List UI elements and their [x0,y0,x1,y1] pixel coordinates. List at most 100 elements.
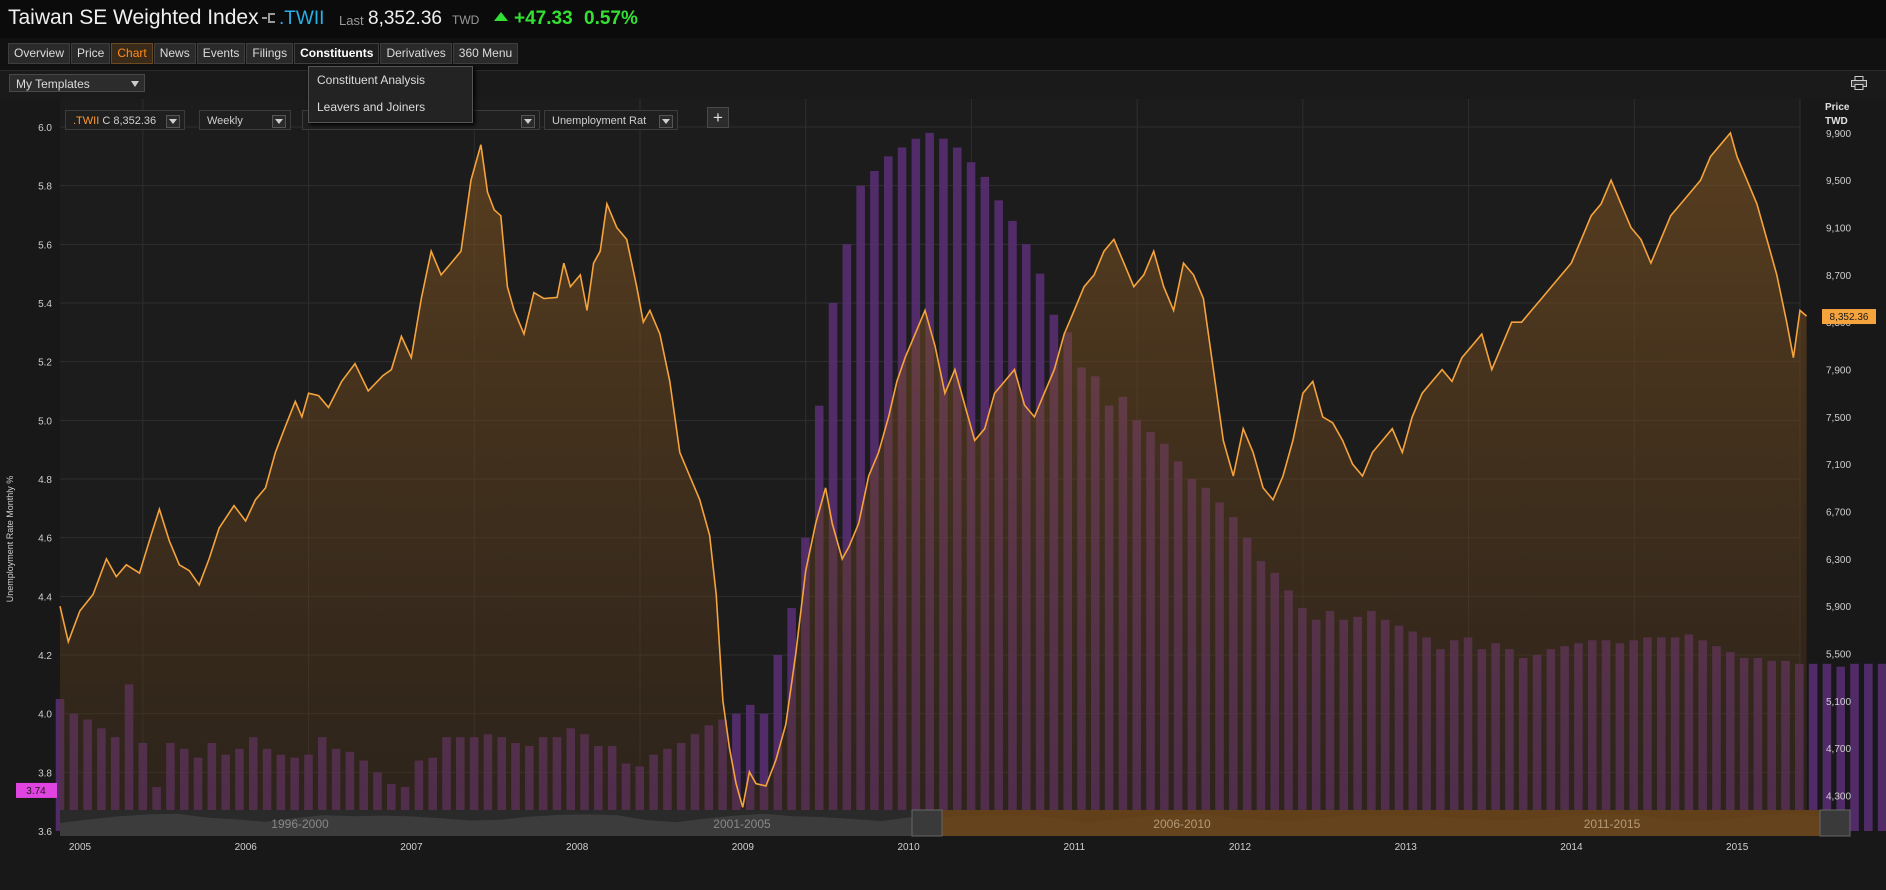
left-tick-label: 4.8 [38,475,52,486]
menu-item-leavers-and-joiners[interactable]: Leavers and Joiners [317,100,426,114]
unemployment-bar [1864,663,1873,831]
tab-overview[interactable]: Overview [8,43,71,64]
up-arrow-icon [494,12,508,21]
left-tick-label: 4.2 [38,651,52,662]
tab-filings[interactable]: Filings [246,43,294,64]
print-icon[interactable] [1851,76,1867,90]
unemployment-bar [856,185,865,832]
price-line [59,131,1808,808]
last-price-label: 8,352.36 [1830,312,1869,323]
unemployment-bar [842,244,852,832]
x-tick-label: 2007 [400,842,423,853]
unemployment-bar [773,655,783,831]
right-tick-label: 7,500 [1826,413,1851,424]
left-tick-label: 4.0 [38,710,52,721]
last-price: 8,352.36 [368,8,442,29]
ric-link[interactable]: .TWII [279,8,325,29]
x-tick-label: 2011 [1064,842,1086,853]
indicator-selector[interactable]: Unemployment Rat [544,110,678,130]
unemployment-bar [745,704,755,831]
right-tick-label: 9,500 [1826,176,1851,187]
last-rate-label: 3.74 [26,786,46,797]
x-tick-label: 2005 [69,842,92,853]
templates-label: My Templates [16,77,90,91]
right-tick-label: 5,900 [1826,602,1851,613]
unemployment-bar [1808,663,1818,831]
tab-events[interactable]: Events [196,43,246,64]
ric-tree-icon[interactable] [262,12,276,24]
x-axis-ticks: 2005 2006 2007 2008 2009 2010 2011 2012 2013 2014… [69,842,1749,853]
x-tick-label: 2012 [1229,842,1252,853]
right-tick-label: 6,300 [1826,555,1851,566]
navigator-range-4: 2011-2015 [1584,817,1641,831]
x-tick-label: 2013 [1395,842,1418,853]
left-axis-title: Unemployment Rate Monthly % [5,476,15,603]
net-change: +47.33 [514,8,573,29]
chart-toolbar [0,70,1886,100]
right-tick-label: 8,700 [1826,271,1851,282]
time-navigator[interactable]: 1996-2000 2001-2005 2006-2010 2011-2015 [60,809,1851,837]
app-tabs: Overview Price Chart News Events Filings… [8,43,519,64]
right-tick-label: 9,100 [1826,224,1851,235]
interval-selector[interactable]: Weekly [199,110,291,130]
last-rate-marker: 3.74 [16,782,57,798]
price-area [60,132,1807,831]
x-tick-label: 2009 [732,842,755,853]
unemployment-bar [759,713,769,831]
left-tick-label: 4.4 [38,592,52,603]
x-tick-label: 2010 [897,842,920,853]
chevron-down-icon [659,115,673,128]
tab-360-menu[interactable]: 360 Menu [452,43,519,64]
left-tick-label: 5.2 [38,358,52,369]
instrument-value: C 8,352.36 [102,115,157,127]
unemployment-bar [1822,663,1832,831]
navigator-right-handle[interactable] [1819,809,1851,837]
templates-dropdown[interactable]: My Templates [9,74,145,92]
last-label: Last [339,13,364,28]
chevron-down-icon [521,115,535,128]
tab-derivatives[interactable]: Derivatives [380,43,452,64]
navigator-selection[interactable] [942,810,1820,836]
left-tick-label: 5.8 [38,182,52,193]
x-tick-label: 2014 [1560,842,1583,853]
constituents-menu: Constituent Analysis Leavers and Joiners [308,66,473,123]
right-axis-ticks: 9,9009,5009,1008,7008,3007,9007,5007,100… [1826,129,1851,803]
left-tick-label: 6.0 [38,123,52,134]
add-indicator-button[interactable]: + [707,107,729,128]
price-unemployment-chart[interactable]: 6.05.85.65.45.25.04.84.64.44.24.03.83.6 … [0,99,1886,890]
tab-news[interactable]: News [153,43,196,64]
left-axis-ticks: 6.0 5.8 5.6 5.4 5.2 5.0 4.8 4.6 4.4 4.2 4.0 3.8 3.6 [38,123,52,838]
right-tick-label: 9,900 [1826,129,1851,140]
unemployment-bar [1836,666,1845,831]
right-tick-label: 7,100 [1826,460,1851,471]
instrument-ric: .TWII [73,115,100,127]
chevron-down-icon [166,115,180,128]
instrument-title: Taiwan SE Weighted Index [8,6,259,29]
unemployment-bar [732,713,741,831]
menu-item-constituent-analysis[interactable]: Constituent Analysis [317,73,426,87]
right-tick-label: 5,500 [1826,650,1851,661]
left-tick-label: 4.6 [38,534,52,545]
left-tick-label: 5.0 [38,416,52,427]
percent-change: 0.57% [584,8,638,29]
navigator-range-2: 2001-2005 [713,817,771,831]
right-tick-label: 7,900 [1826,366,1851,377]
navigator-left-handle[interactable] [911,809,943,837]
tab-constituents[interactable]: Constituents [294,43,380,64]
tab-price[interactable]: Price [71,43,111,64]
right-axis-unit: TWD [1825,116,1848,127]
quote-header: Taiwan SE Weighted Index .TWII Last 8,35… [0,0,1886,38]
chevron-down-icon [131,81,139,87]
interval-label: Weekly [207,115,243,127]
x-tick-label: 2006 [235,842,258,853]
tab-chart[interactable]: Chart [111,43,153,64]
x-tick-label: 2008 [566,842,589,853]
instrument-selector[interactable]: .TWII C 8,352.36 [65,110,185,130]
right-axis-title: Price [1825,102,1850,113]
chevron-down-icon [272,115,286,128]
x-tick-label: 2015 [1726,842,1749,853]
right-tick-label: 4,700 [1826,744,1851,755]
left-tick-label: 5.6 [38,240,52,251]
navigator-range-1: 1996-2000 [271,817,329,831]
navigator-range-3: 2006-2010 [1153,817,1211,831]
